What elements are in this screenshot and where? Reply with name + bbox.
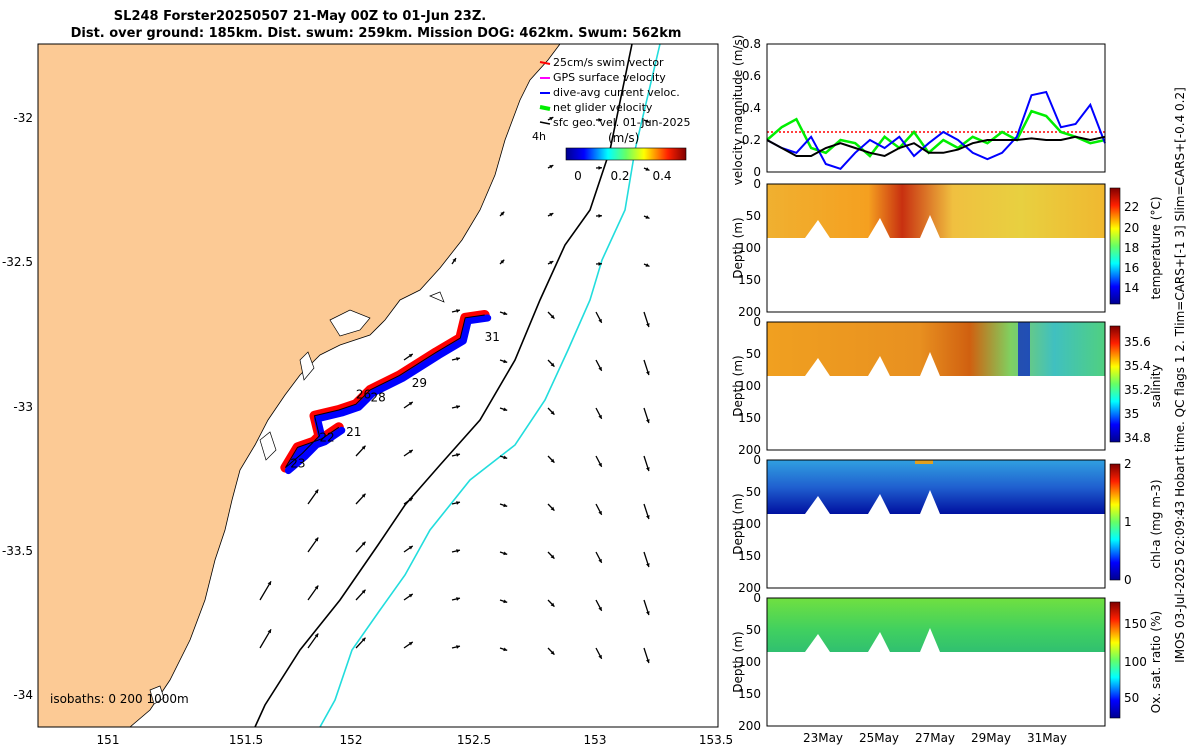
chl-ytick-0: 0 [753, 453, 761, 467]
day-label-22: 22 [319, 431, 334, 445]
salinity-colorbar [1110, 326, 1120, 442]
colorbar-tick-1: 0.2 [610, 169, 629, 183]
map-ytick-1: -32.5 [2, 255, 33, 269]
isobath-note: isobaths: 0 200 1000m [50, 692, 189, 706]
temp-ytick-3: 150 [738, 273, 761, 287]
chl-cbtick-1: 1 [1124, 515, 1132, 529]
ox-colorbar-label: Ox. sat. ratio (%) [1149, 611, 1163, 713]
map-ytick-4: -34 [13, 688, 33, 702]
time-xtick-4: 31May [1027, 731, 1067, 745]
ox-cbtick-1: 100 [1124, 655, 1147, 669]
sal-ytick-3: 150 [738, 411, 761, 425]
salinity-low-patch [1018, 322, 1030, 376]
sal-ytick-2: 100 [738, 379, 761, 393]
side-note: IMOS 03-Jul-2025 02:09:43 Hobart time. Q… [1173, 87, 1187, 663]
colorbar-tick-0: 0 [574, 169, 582, 183]
chl-colorbar [1110, 464, 1120, 580]
salinity-colorbar-label: salinity [1149, 364, 1163, 407]
temperature-colorbar [1110, 188, 1120, 304]
ox-ytick-2: 100 [738, 655, 761, 669]
figure-title: SL248 Forster20250507 21-May 00Z to 01-J… [114, 9, 486, 24]
oxygen-panel: 50 100 150 Ox. sat. ratio (%) Depth (m) … [731, 591, 1163, 745]
legend-net-swatch [540, 107, 550, 109]
map-xtick-5: 153.5 [699, 733, 733, 747]
chl-ytick-3: 150 [738, 549, 761, 563]
map-ytick-0: -32 [13, 111, 33, 125]
ox-ytick-4: 200 [738, 719, 761, 733]
legend-age-label: 4h [532, 130, 546, 143]
legend-sfc-label: sfc geo. vel. 01-Jun-2025 [553, 116, 690, 129]
legend-entry-dive: dive-avg current veloc. [540, 86, 680, 99]
speed-colorbar [566, 148, 686, 160]
temp-cbtick-4: 22 [1124, 200, 1139, 214]
day-label-21: 21 [346, 425, 361, 439]
figure-subtitle: Dist. over ground: 185km. Dist. swum: 25… [71, 26, 682, 41]
temperature-colorbar-label: temperature (°C) [1149, 197, 1163, 300]
ox-ytick-1: 50 [746, 623, 761, 637]
velocity-ylabel: velocity magnitude (m/s) [731, 35, 745, 186]
chl-surface-max [915, 460, 933, 464]
legend-entry-gps: GPS surface velocity [540, 71, 666, 84]
salinity-panel: 34.8 35 35.2 35.4 35.6 salinity Depth (m… [731, 315, 1163, 457]
day-label-28: 28 [370, 390, 385, 404]
map-xtick-2: 152 [340, 733, 363, 747]
colorbar-title: (m/s) [608, 131, 639, 145]
temp-cbtick-1: 16 [1124, 261, 1139, 275]
map-ytick-3: -33.5 [2, 544, 33, 558]
legend-swim-label: 25cm/s swim vector [553, 56, 664, 69]
sal-cbtick-3: 35.4 [1124, 359, 1151, 373]
sal-cbtick-1: 35 [1124, 407, 1139, 421]
ox-ytick-3: 150 [738, 687, 761, 701]
sal-ytick-1: 50 [746, 347, 761, 361]
temp-ytick-2: 100 [738, 241, 761, 255]
temp-ytick-0: 0 [753, 177, 761, 191]
colorbar-tick-2: 0.4 [652, 169, 671, 183]
time-xtick-3: 29May [971, 731, 1011, 745]
chl-cbtick-0: 0 [1124, 573, 1132, 587]
time-xtick-2: 27May [915, 731, 955, 745]
ox-colorbar [1110, 602, 1120, 718]
temp-cbtick-3: 20 [1124, 221, 1139, 235]
legend-dive-label: dive-avg current veloc. [553, 86, 680, 99]
sal-cbtick-0: 34.8 [1124, 431, 1151, 445]
sal-ytick-0: 0 [753, 315, 761, 329]
chl-colorbar-label: chl-a (mg m-3) [1149, 479, 1163, 568]
map-ytick-2: -33 [13, 400, 33, 414]
day-label-29: 29 [412, 376, 427, 390]
temp-ytick-1: 50 [746, 209, 761, 223]
time-xtick-0: 23May [803, 731, 843, 745]
sal-cbtick-2: 35.2 [1124, 383, 1151, 397]
map-xtick-3: 152.5 [457, 733, 491, 747]
ox-cbtick-2: 150 [1124, 617, 1147, 631]
time-xtick-1: 25May [859, 731, 899, 745]
map-xtick-1: 151.5 [229, 733, 263, 747]
day-label-23: 23 [290, 457, 305, 471]
chl-cbtick-2: 2 [1124, 457, 1132, 471]
ox-cbtick-0: 50 [1124, 691, 1139, 705]
temperature-panel: 14 16 18 20 22 temperature (°C) Depth (m… [731, 177, 1163, 319]
legend-net-label: net glider velocity [553, 101, 653, 114]
chlorophyll-panel: 0 1 2 chl-a (mg m-3) Depth (m) 0 50 100 … [731, 453, 1163, 595]
chl-ytick-2: 100 [738, 517, 761, 531]
temp-cbtick-2: 18 [1124, 241, 1139, 255]
temp-cbtick-0: 14 [1124, 281, 1139, 295]
sal-cbtick-4: 35.6 [1124, 335, 1151, 349]
chl-ytick-1: 50 [746, 485, 761, 499]
legend-entry-sfc: sfc geo. vel. 01-Jun-2025 [540, 116, 690, 129]
map-xtick-0: 151 [97, 733, 120, 747]
legend-gps-label: GPS surface velocity [553, 71, 666, 84]
day-label-31: 31 [485, 330, 500, 344]
legend-entry-net: net glider velocity [540, 101, 653, 114]
day-label-26: 26 [356, 387, 371, 401]
map-xtick-4: 153 [584, 733, 607, 747]
legend-entry-swim: 25cm/s swim vector [540, 56, 664, 69]
ox-ytick-0: 0 [753, 591, 761, 605]
velocity-panel: 0 0.2 0.4 0.6 0.8 velocity magnitude (m/… [731, 35, 1105, 186]
